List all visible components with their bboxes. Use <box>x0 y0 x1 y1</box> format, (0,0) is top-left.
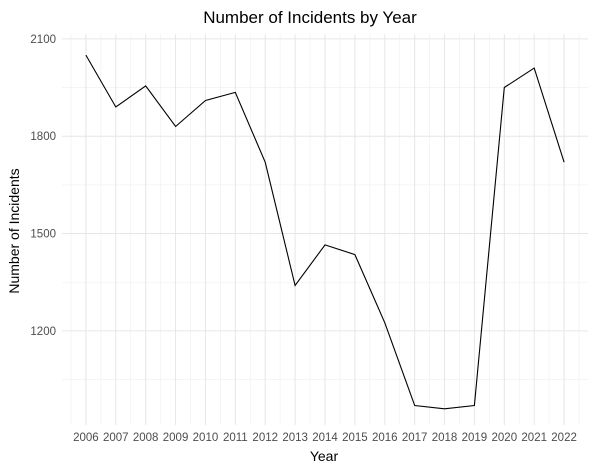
x-tick-label: 2021 <box>521 432 547 444</box>
x-tick-label: 2010 <box>193 432 219 444</box>
y-tick-label: 1800 <box>30 131 56 143</box>
x-tick-label: 2014 <box>312 432 338 444</box>
y-tick-label: 2100 <box>30 34 56 46</box>
y-tick-label: 1500 <box>30 229 56 241</box>
x-axis-label: Year <box>310 448 339 464</box>
x-tick-label: 2016 <box>372 432 398 444</box>
x-tick-label: 2007 <box>103 432 129 444</box>
x-tick-label: 2009 <box>163 432 189 444</box>
x-tick-label: 2015 <box>342 432 368 444</box>
y-axis-label: Number of Incidents <box>6 168 22 293</box>
x-tick-label: 2012 <box>252 432 278 444</box>
major-gridlines <box>62 34 588 425</box>
series-line <box>85 54 565 410</box>
x-tick-label: 2020 <box>492 432 518 444</box>
x-tick-label: 2013 <box>282 432 308 444</box>
x-tick-label: 2019 <box>462 432 488 444</box>
x-tick-labels: 2006 2007 2008 2009 2010 2011 2012 2013 2014 2015… <box>73 432 577 444</box>
x-tick-label: 2018 <box>432 432 458 444</box>
y-tick-label: 1200 <box>30 326 56 338</box>
y-tick-labels: 1200 1500 1800 2100 <box>30 34 56 338</box>
minor-gridlines <box>62 34 588 425</box>
x-tick-label: 2008 <box>133 432 159 444</box>
x-tick-label: 2017 <box>402 432 428 444</box>
chart-title: Number of Incidents by Year <box>203 8 417 27</box>
x-tick-label: 2011 <box>223 432 248 444</box>
series-layer <box>85 54 565 410</box>
x-tick-label: 2022 <box>551 432 577 444</box>
x-tick-label: 2006 <box>73 432 99 444</box>
